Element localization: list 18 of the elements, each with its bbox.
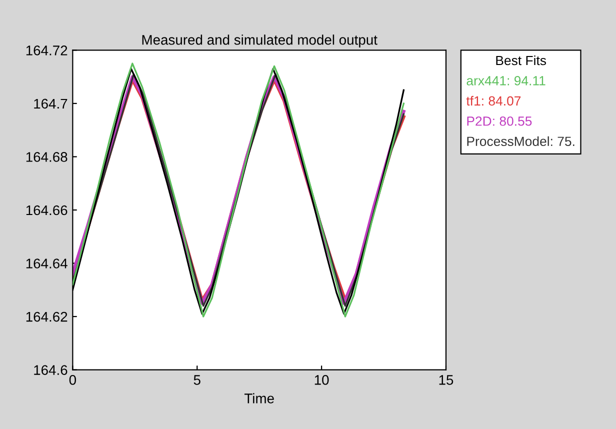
legend-title: Best Fits	[496, 55, 546, 66]
y-tick-label: 164.62	[26, 312, 68, 322]
y-tick-label: 164.66	[26, 205, 68, 216]
x-tick-label: 15	[439, 375, 454, 385]
y-tick-label: 164.6	[34, 365, 68, 375]
chart-title: Measured and simulated model output	[142, 34, 378, 48]
y-tick-label: 164.72	[26, 46, 68, 56]
text: ProcessModel: 75.	[467, 136, 574, 146]
y-tick-label: 164.68	[26, 152, 68, 162]
text: tf1: 84.07	[466, 96, 521, 106]
x-tick-label: 0	[69, 375, 76, 385]
x-tick-label: 10	[314, 375, 329, 385]
x-axis-title: Time	[244, 393, 274, 404]
text: arx441: 94.11	[466, 76, 546, 86]
y-tick-label: 164.64	[26, 258, 68, 268]
text: P2D: 80.55	[467, 116, 532, 126]
y-tick-label: 164.7	[34, 98, 68, 109]
x-tick-label: 5	[194, 375, 200, 385]
